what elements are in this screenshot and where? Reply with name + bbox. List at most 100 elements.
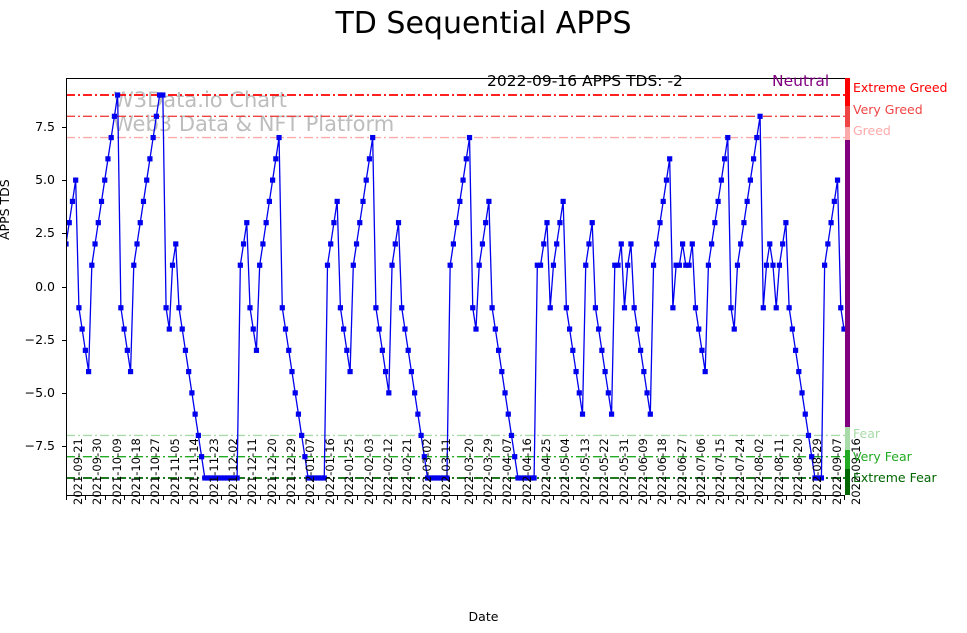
y-tick-mark	[62, 446, 66, 448]
y-tick-mark	[62, 286, 66, 288]
x-tick-label: 2021-11-23	[206, 438, 221, 505]
plot-area	[66, 78, 845, 495]
annotation-value-text: 2022-09-16 APPS TDS: -2	[487, 72, 683, 90]
x-tick-label: 2022-08-11	[771, 438, 786, 505]
x-tick-mark	[785, 496, 787, 500]
x-tick-label: 2021-10-09	[109, 438, 124, 505]
x-tick-label: 2022-02-21	[400, 438, 415, 505]
x-tick-mark	[66, 496, 67, 500]
x-tick-label: 2022-04-16	[519, 438, 534, 505]
x-tick-label: 2022-05-13	[577, 438, 592, 505]
data-point-markers	[66, 92, 845, 481]
x-tick-label: 2022-05-31	[616, 438, 631, 505]
x-tick-label: 2022-06-09	[635, 438, 650, 505]
x-tick-label: 2021-10-18	[129, 438, 144, 505]
x-tick-mark	[143, 496, 145, 500]
x-tick-label: 2022-03-29	[480, 438, 495, 505]
x-tick-mark	[434, 496, 436, 500]
y-tick-mark	[62, 126, 66, 128]
x-tick-label: 2022-04-07	[500, 438, 515, 505]
data-series-line	[66, 94, 845, 479]
x-tick-label: 2022-07-06	[694, 438, 709, 505]
y-tick-mark	[62, 392, 66, 394]
x-tick-mark	[553, 496, 555, 500]
x-tick-label: 2021-12-29	[284, 438, 299, 505]
x-tick-mark	[317, 496, 319, 500]
colorbar-segment-greed	[845, 126, 850, 140]
x-tick-mark	[514, 496, 516, 500]
y-tick-mark	[62, 339, 66, 341]
x-tick-label: 2022-03-02	[419, 438, 434, 505]
x-tick-mark	[124, 496, 126, 500]
x-tick-mark	[475, 496, 477, 500]
zone-label-very-fear: Very Fear	[853, 448, 912, 464]
x-tick-mark	[592, 496, 594, 500]
x-tick-mark	[805, 496, 807, 500]
y-tick-label: −7.5	[24, 438, 55, 454]
top-spine	[66, 78, 845, 79]
colorbar-segment-very-fear	[845, 450, 850, 470]
x-tick-mark	[259, 496, 261, 500]
x-tick-mark	[824, 496, 826, 500]
x-tick-mark	[85, 496, 87, 500]
x-tick-label: 2022-08-20	[790, 438, 805, 505]
colorbar-segment-very-greed	[845, 105, 850, 127]
x-tick-label: 2022-07-24	[732, 438, 747, 505]
x-tick-label: 2022-03-11	[439, 438, 454, 505]
y-tick-label: −5.0	[24, 384, 55, 400]
x-tick-mark	[104, 496, 106, 500]
x-tick-label: 2022-01-16	[322, 438, 337, 505]
y-tick-label: 0.0	[35, 278, 55, 294]
x-tick-label: 2021-09-21	[71, 438, 85, 505]
watermark-line-1: W3Data.io Chart	[113, 88, 288, 112]
x-tick-label: 2022-05-04	[558, 438, 573, 505]
x-tick-mark	[727, 496, 729, 500]
page-title: TD Sequential APPS	[335, 6, 632, 41]
x-tick-mark	[689, 496, 691, 500]
x-tick-label: 2021-12-20	[264, 438, 279, 505]
x-tick-mark	[182, 496, 184, 500]
x-tick-mark	[220, 496, 222, 500]
y-tick-label: 7.5	[35, 118, 55, 134]
x-axis-label: Date	[468, 609, 499, 624]
x-tick-mark	[708, 496, 710, 500]
x-tick-mark	[766, 496, 768, 500]
x-tick-mark	[201, 496, 203, 500]
x-tick-label: 2022-08-29	[810, 438, 825, 505]
x-tick-label: 2022-02-03	[361, 438, 376, 505]
x-tick-mark	[650, 496, 652, 500]
x-tick-mark	[337, 496, 339, 500]
x-tick-mark	[414, 496, 416, 500]
x-tick-mark	[630, 496, 632, 500]
zone-label-greed: Greed	[853, 123, 891, 139]
y-axis-spine	[66, 78, 67, 495]
x-tick-mark	[375, 496, 377, 500]
x-tick-mark	[240, 496, 242, 500]
colorbar-segment-neutral	[845, 139, 850, 427]
x-tick-label: 2021-10-27	[148, 438, 163, 505]
x-tick-label: 2022-08-02	[752, 438, 767, 505]
x-tick-mark	[162, 496, 164, 500]
y-tick-label: −2.5	[24, 331, 55, 347]
zone-label-extreme-greed: Extreme Greed	[853, 79, 948, 95]
x-tick-label: 2022-03-20	[461, 438, 476, 505]
colorbar-segment-extreme-fear	[845, 469, 850, 495]
x-tick-mark	[534, 496, 536, 500]
x-tick-mark	[844, 496, 845, 500]
zone-label-fear: Fear	[853, 426, 880, 442]
x-tick-label: 2022-09-07	[829, 438, 844, 505]
annotation-sentiment-text: Neutral	[772, 72, 830, 90]
zone-label-extreme-fear: Extreme Fear	[853, 469, 937, 485]
x-tick-label: 2021-11-14	[187, 438, 202, 505]
x-tick-mark	[572, 496, 574, 500]
x-tick-label: 2022-07-15	[713, 438, 728, 505]
x-tick-label: 2022-01-07	[303, 438, 318, 505]
x-tick-label: 2021-11-05	[167, 438, 182, 505]
x-tick-mark	[495, 496, 497, 500]
x-tick-mark	[669, 496, 671, 500]
y-tick-label: 2.5	[35, 225, 55, 241]
x-tick-label: 2022-01-25	[342, 438, 357, 505]
x-tick-label: 2022-05-22	[597, 438, 612, 505]
x-tick-label: 2022-06-27	[674, 438, 689, 505]
